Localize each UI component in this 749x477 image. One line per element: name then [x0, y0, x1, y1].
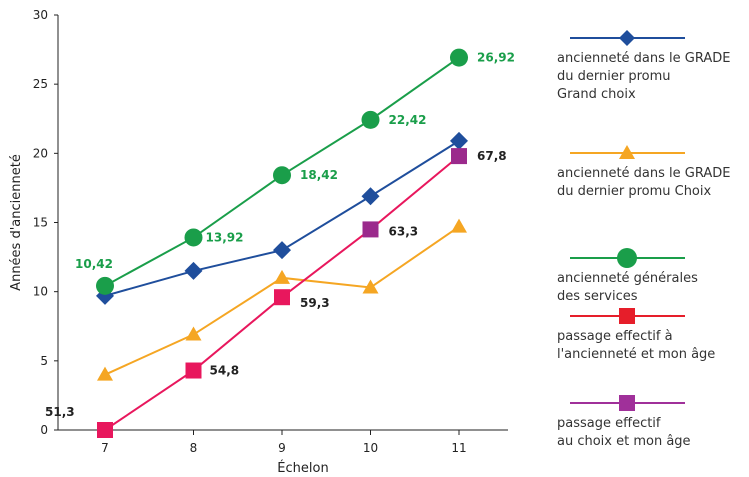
- data-point-s2-3: [361, 110, 380, 129]
- legend-item: ancienneté dans le GRADE du dernier prom…: [557, 50, 747, 104]
- legend-label: passage effectif à l'ancienneté et mon â…: [557, 329, 716, 362]
- y-tick-label: 10: [33, 285, 48, 299]
- legend-item: passage effectif au choix et mon âge: [557, 415, 747, 451]
- data-label: 22,42: [389, 113, 427, 127]
- data-point-s2-1: [184, 228, 203, 247]
- data-label: 67,8: [477, 149, 507, 163]
- y-tick-label: 20: [33, 146, 48, 160]
- data-label: 54,8: [210, 364, 240, 378]
- data-point-s2-2: [273, 166, 291, 185]
- y-tick-label: 0: [40, 423, 48, 437]
- legend-marker: [619, 30, 635, 46]
- legend-label: ancienneté générales des services: [557, 271, 698, 304]
- x-tick-label: 9: [278, 441, 286, 455]
- data-point-s0-2: [273, 241, 291, 260]
- y-tick-label: 15: [33, 216, 48, 230]
- data-label: 51,3: [45, 405, 75, 419]
- legend-label: ancienneté dans le GRADE du dernier prom…: [557, 51, 731, 102]
- data-point-s2-4: [450, 48, 468, 67]
- data-label: 13,92: [206, 230, 244, 244]
- data-point-s1-0: [97, 366, 113, 381]
- y-tick-label: 25: [33, 77, 48, 91]
- data-label: 26,92: [477, 51, 515, 65]
- legend-marker: [619, 145, 635, 159]
- data-point-s3-4: [451, 148, 467, 165]
- legend-item: ancienneté générales des services: [557, 270, 747, 306]
- x-tick-label: 11: [451, 441, 466, 455]
- legend-label: passage effectif au choix et mon âge: [557, 416, 691, 449]
- data-point-s1-2: [274, 269, 290, 284]
- data-point-s0-4: [450, 131, 468, 150]
- legend-marker: [619, 395, 635, 411]
- data-label: 10,42: [75, 257, 113, 271]
- y-tick-label: 5: [40, 354, 48, 368]
- data-point-s0-1: [184, 261, 203, 280]
- data-point-s2-0: [96, 276, 114, 295]
- data-point-s3-2: [274, 289, 290, 306]
- x-tick-label: 8: [190, 441, 198, 455]
- data-point-s1-4: [451, 218, 467, 233]
- data-point-s0-3: [361, 187, 380, 206]
- x-axis-label: Échelon: [277, 460, 328, 476]
- data-label: 18,42: [300, 168, 338, 182]
- legend-marker: [619, 308, 635, 324]
- x-tick-label: 10: [363, 441, 378, 455]
- legend-item: ancienneté dans le GRADE du dernier prom…: [557, 165, 747, 201]
- data-point-s1-1: [185, 326, 202, 341]
- data-point-s3-1: [185, 362, 202, 379]
- legend-item: passage effectif à l'ancienneté et mon â…: [557, 328, 747, 364]
- legend-marker: [617, 248, 637, 268]
- x-tick-label: 7: [101, 441, 109, 455]
- data-point-s1-3: [362, 279, 379, 294]
- data-point-s3-3: [362, 221, 379, 238]
- data-point-s3-0: [97, 422, 113, 438]
- data-label: 63,3: [389, 224, 419, 238]
- y-tick-label: 30: [33, 8, 48, 22]
- y-axis-label: Années d'ancienneté: [9, 154, 24, 291]
- data-label: 59,3: [300, 296, 330, 310]
- legend-label: ancienneté dans le GRADE du dernier prom…: [557, 166, 731, 199]
